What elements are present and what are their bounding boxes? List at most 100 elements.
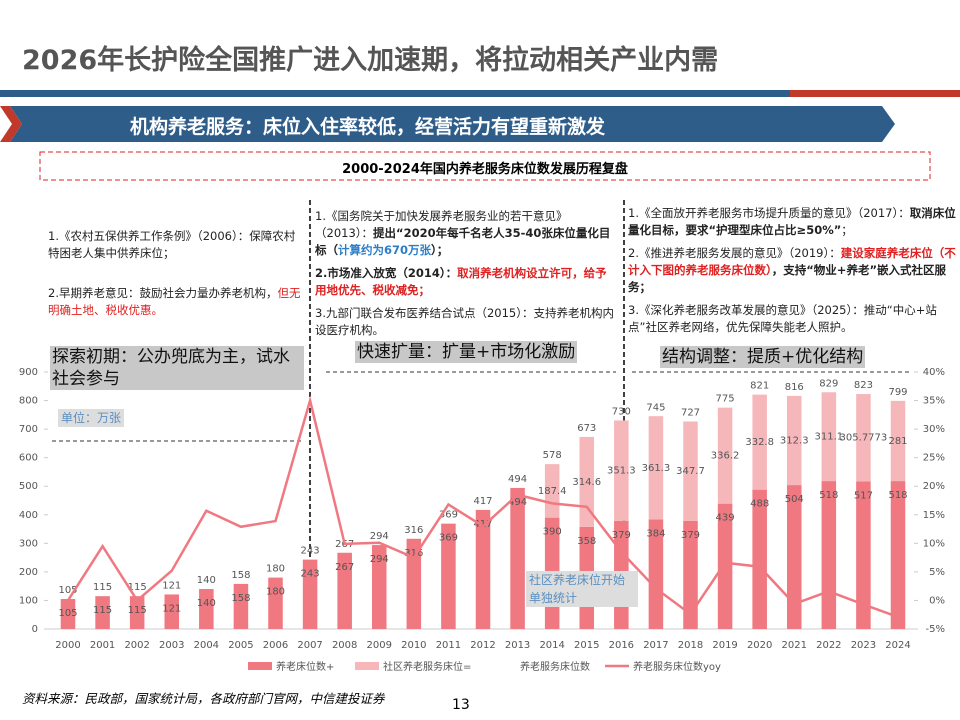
data-label: 369 <box>439 533 458 544</box>
x-tick-label: 2018 <box>678 640 703 651</box>
data-label: 369 <box>439 510 458 521</box>
policy: 2.早期养老意见：鼓励社会力量办养老机构，但无明确土地、税收优惠。 <box>48 285 306 319</box>
data-label: 379 <box>612 530 631 541</box>
y-tick-label: 0 <box>32 624 38 635</box>
y-tick-label: 700 <box>19 424 38 435</box>
policy: 1.《全面放开养老服务市场提升质量的意见》（2017）：取消床位量化目标，要求“… <box>628 205 956 239</box>
policy: 1.《国务院关于加快发展养老服务业的若干意见》（2013）：提出“2020年每千… <box>315 208 617 259</box>
policy-column: 1.《农村五保供养工作条例》（2006）：保障农村特困老人集中供养床位； 2.早… <box>48 228 306 325</box>
data-label: 115 <box>93 582 112 593</box>
data-label: 384 <box>646 528 665 539</box>
text: 但无明确土地、税收优惠。 <box>48 286 301 317</box>
x-tick-label: 2016 <box>609 640 634 651</box>
x-tick-label: 2000 <box>55 640 80 651</box>
data-label: 312.3 <box>780 435 809 446</box>
data-label: 180 <box>266 587 285 598</box>
policy: 2.市场准入放宽（2014）：取消养老机构设立许可，给予用地优先、税收减免； <box>315 265 617 299</box>
data-label: 347.7 <box>676 466 705 477</box>
bar <box>752 489 767 629</box>
bar <box>821 392 837 482</box>
data-label: 243 <box>301 569 320 580</box>
data-label: 121 <box>162 603 181 614</box>
x-tick-label: 2023 <box>851 640 876 651</box>
x-tick-label: 2009 <box>367 640 392 651</box>
data-label: 673 <box>577 423 596 434</box>
y2-tick-label: 0% <box>929 595 945 606</box>
data-label: 140 <box>197 598 216 609</box>
legend-label: 养老床位数+ <box>276 660 334 673</box>
subtitle-box <box>39 151 931 181</box>
bar <box>683 421 698 521</box>
bar <box>717 407 733 504</box>
bar <box>579 436 595 527</box>
data-label: 332.8 <box>745 437 774 448</box>
policy-column: 1.《国务院关于加快发展养老服务业的若干意见》（2013）：提出“2020年每千… <box>315 208 617 345</box>
x-tick-label: 2015 <box>574 640 599 651</box>
bar <box>648 519 664 629</box>
bar <box>752 394 767 490</box>
data-label: 494 <box>508 474 527 485</box>
bar <box>683 520 698 629</box>
x-tick-label: 2017 <box>643 640 668 651</box>
bar <box>302 559 318 629</box>
banner-tip <box>0 106 22 142</box>
x-tick-label: 2011 <box>436 640 461 651</box>
rule <box>0 90 790 97</box>
x-tick-label: 2010 <box>401 640 426 651</box>
data-label: 316 <box>404 525 423 536</box>
bar <box>786 485 802 629</box>
y2-tick-label: 35% <box>923 396 945 407</box>
data-label: 518 <box>888 490 907 501</box>
data-label: 745 <box>646 402 665 413</box>
x-tick-label: 2022 <box>816 640 841 651</box>
legend-swatch <box>355 662 379 670</box>
data-label: 821 <box>750 381 769 392</box>
banner-text: 机构养老服务：床位入住率较低，经营活力有望重新激发 <box>130 116 606 138</box>
policy-column: 1.《全面放开养老服务市场提升质量的意见》（2017）：取消床位量化目标，要求“… <box>628 205 956 342</box>
data-label: 267 <box>335 562 354 573</box>
data-label: 361.3 <box>642 463 671 474</box>
data-label: 829 <box>819 378 838 389</box>
data-label: 294 <box>370 554 389 565</box>
bar <box>475 509 491 629</box>
data-label: 379 <box>681 530 700 541</box>
x-tick-label: 2003 <box>159 640 184 651</box>
y-tick-label: 200 <box>19 567 38 578</box>
x-tick-label: 2005 <box>228 640 253 651</box>
bar <box>164 594 180 629</box>
bar <box>268 577 283 629</box>
x-tick-label: 2020 <box>747 640 772 651</box>
x-tick-label: 2019 <box>712 640 737 651</box>
bar <box>890 481 906 629</box>
data-label: 417 <box>473 519 492 530</box>
data-label: 311.1 <box>815 432 844 443</box>
text: ，支持“物业+养老”嵌入式社区服务； <box>628 263 947 294</box>
data-label: 105 <box>58 585 77 596</box>
legend-swatch <box>248 662 272 670</box>
text: 3.《深化养老服务改革发展的意见》（2025）：推动“中心+站点”社区养老网络，… <box>628 303 937 334</box>
x-tick-label: 2001 <box>90 640 115 651</box>
rule <box>790 90 960 97</box>
bar <box>371 545 387 629</box>
data-label: 158 <box>231 570 250 581</box>
data-label: 816 <box>785 382 804 393</box>
y2-tick-label: 5% <box>929 567 945 578</box>
text: ； <box>841 223 853 237</box>
y-tick-label: 500 <box>19 481 38 492</box>
data-label: 494 <box>508 497 527 508</box>
data-label: 105 <box>58 608 77 619</box>
x-tick-label: 2006 <box>263 640 288 651</box>
data-label: 121 <box>162 580 181 591</box>
x-tick-label: 2013 <box>505 640 530 651</box>
phase-label: 探索初期：公办兜底为主，试水社会参与 <box>50 346 304 390</box>
page-number: 13 <box>452 697 470 713</box>
text: 3.九部门联合发布医养结合试点（2015）：支持养老机构内设医疗机构。 <box>315 306 614 337</box>
bar <box>199 589 214 629</box>
y2-tick-label: -5% <box>926 624 945 635</box>
text: 取消床位量化目标，要求“护理型床位占比≥50%” <box>628 206 956 237</box>
text: 提出“2020年每千名老人35-40张床位量化目标（ <box>315 226 611 257</box>
bar <box>406 538 422 629</box>
bar <box>856 481 871 629</box>
bar <box>337 552 352 629</box>
